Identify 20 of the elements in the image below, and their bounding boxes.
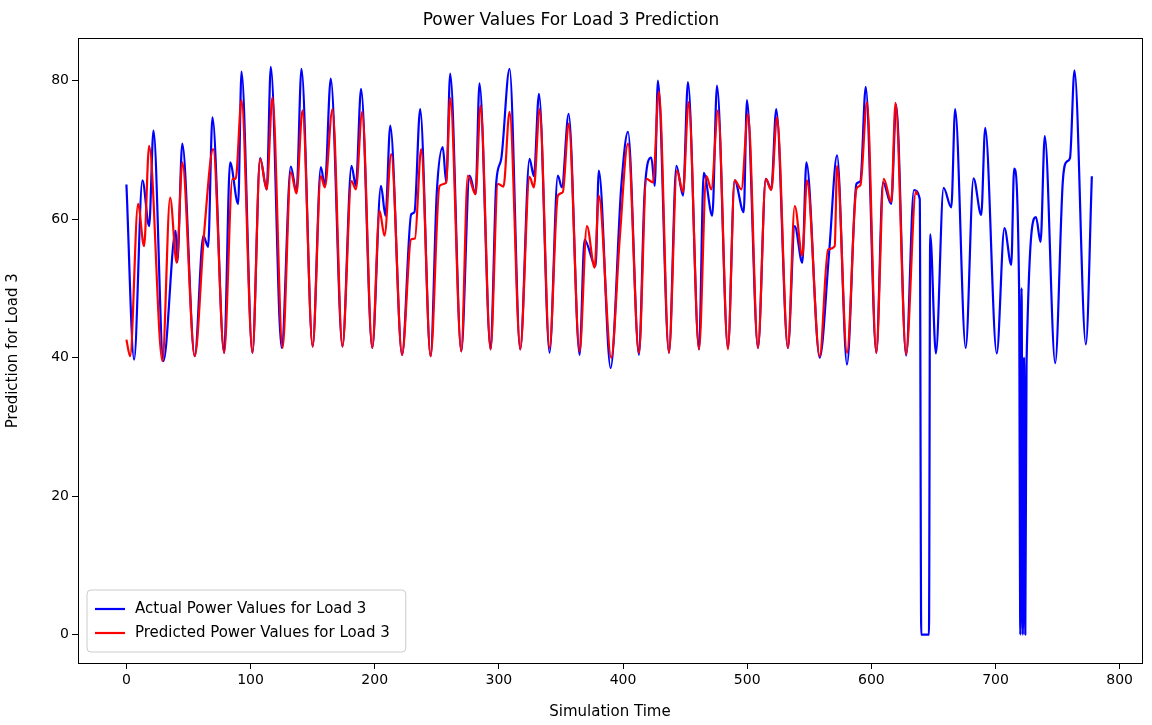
- x-tick-label: 600: [857, 671, 885, 688]
- x-tick-label: 0: [121, 671, 131, 688]
- x-tick-label: 400: [609, 671, 637, 688]
- y-tick-label: 0: [60, 625, 69, 642]
- legend-label: Actual Power Values for Load 3: [135, 598, 367, 617]
- x-tick-label: 200: [361, 671, 389, 688]
- y-tick-label: 20: [51, 486, 69, 503]
- y-tick-label: 40: [51, 348, 69, 365]
- x-axis-title: Simulation Time: [549, 701, 671, 720]
- y-axis-title: Prediction for Load 3: [2, 273, 21, 429]
- x-tick-label: 800: [1106, 671, 1134, 688]
- y-tick-label: 60: [51, 209, 69, 226]
- chart-title: Power Values For Load 3 Prediction: [422, 8, 720, 29]
- x-tick-label: 700: [982, 671, 1009, 688]
- line-series: [125, 90, 919, 363]
- x-tick-label: 100: [237, 671, 264, 688]
- legend-label: Predicted Power Values for Load 3: [135, 622, 390, 641]
- y-tick-label: 80: [51, 71, 69, 88]
- x-tick-label: 500: [733, 671, 761, 688]
- x-tick-label: 300: [485, 671, 513, 688]
